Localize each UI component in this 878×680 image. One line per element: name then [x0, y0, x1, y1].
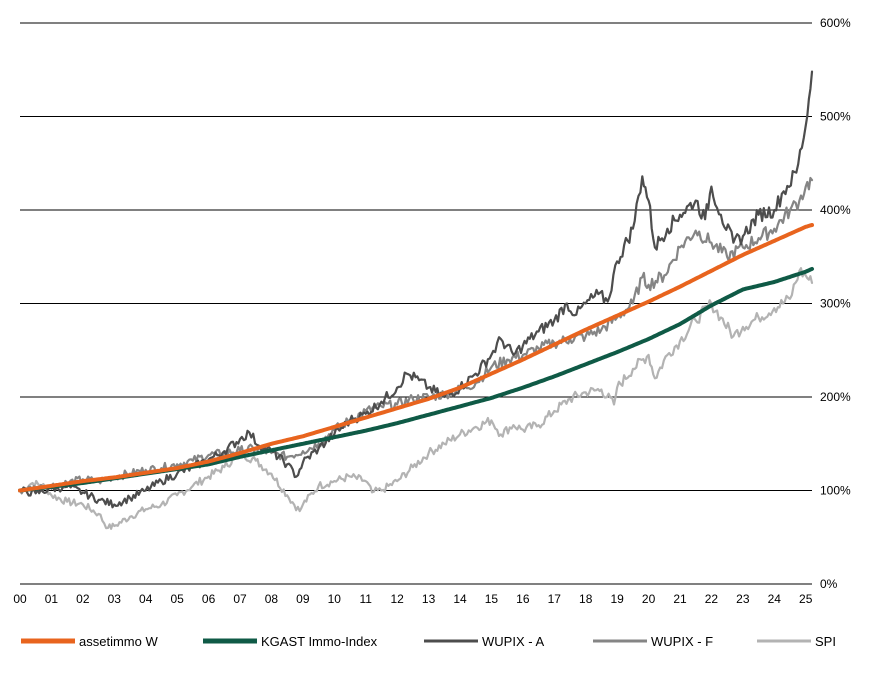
y-axis-ticks: 0% 100% 200% 300% 400% 500% 600% — [820, 16, 851, 591]
x-tick-label: 08 — [265, 592, 279, 606]
x-tick-label: 13 — [422, 592, 436, 606]
series-line-kgast-immo-index — [18, 266, 814, 493]
legend-item: WUPIX - F — [593, 634, 713, 649]
series-line-spi — [18, 267, 814, 530]
y-tick-label: 600% — [820, 16, 851, 30]
legend-label: KGAST Immo-Index — [261, 634, 378, 649]
x-tick-label: 25 — [799, 592, 813, 606]
y-tick-label: 100% — [820, 484, 851, 498]
y-tick-label: 400% — [820, 203, 851, 217]
x-tick-label: 03 — [108, 592, 122, 606]
x-tick-label: 00 — [13, 592, 27, 606]
x-tick-label: 22 — [705, 592, 719, 606]
x-tick-label: 21 — [673, 592, 687, 606]
x-tick-label: 18 — [579, 592, 593, 606]
x-tick-label: 02 — [76, 592, 90, 606]
x-tick-label: 23 — [736, 592, 750, 606]
series-line-wupix-a — [18, 70, 814, 509]
x-axis-ticks: 00 01 02 03 04 05 06 07 08 09 10 11 12 13 14 15 16 17 18 19… — [13, 592, 812, 606]
y-tick-label: 200% — [820, 390, 851, 404]
x-tick-label: 16 — [516, 592, 530, 606]
legend: assetimmo W KGAST Immo-Index WUPIX - A WUPI… — [21, 634, 836, 649]
legend-label: SPI — [815, 634, 836, 649]
y-tick-label: 500% — [820, 110, 851, 124]
x-tick-label: 10 — [328, 592, 342, 606]
x-tick-label: 07 — [233, 592, 247, 606]
grid-lines — [20, 22, 812, 585]
legend-item: assetimmo W — [21, 634, 158, 649]
x-tick-label: 01 — [45, 592, 59, 606]
x-tick-label: 24 — [768, 592, 782, 606]
series-line-wupix-f — [18, 176, 814, 495]
legend-label: WUPIX - F — [651, 634, 713, 649]
series-line-assetimmo-w — [18, 223, 814, 493]
x-tick-label: 11 — [359, 592, 372, 606]
x-tick-label: 19 — [610, 592, 624, 606]
y-tick-label: 300% — [820, 297, 851, 311]
legend-item: WUPIX - A — [424, 634, 544, 649]
legend-item: SPI — [757, 634, 836, 649]
legend-label: assetimmo W — [79, 634, 158, 649]
x-tick-label: 06 — [202, 592, 216, 606]
x-tick-label: 05 — [170, 592, 184, 606]
x-tick-label: 14 — [453, 592, 467, 606]
y-tick-label: 0% — [820, 577, 838, 591]
legend-item: KGAST Immo-Index — [203, 634, 378, 649]
x-tick-label: 15 — [485, 592, 499, 606]
x-tick-label: 12 — [390, 592, 404, 606]
x-tick-label: 04 — [139, 592, 153, 606]
series-lines — [18, 70, 814, 530]
x-tick-label: 20 — [642, 592, 656, 606]
x-tick-label: 09 — [296, 592, 310, 606]
legend-label: WUPIX - A — [482, 634, 544, 649]
x-tick-label: 17 — [548, 592, 562, 606]
